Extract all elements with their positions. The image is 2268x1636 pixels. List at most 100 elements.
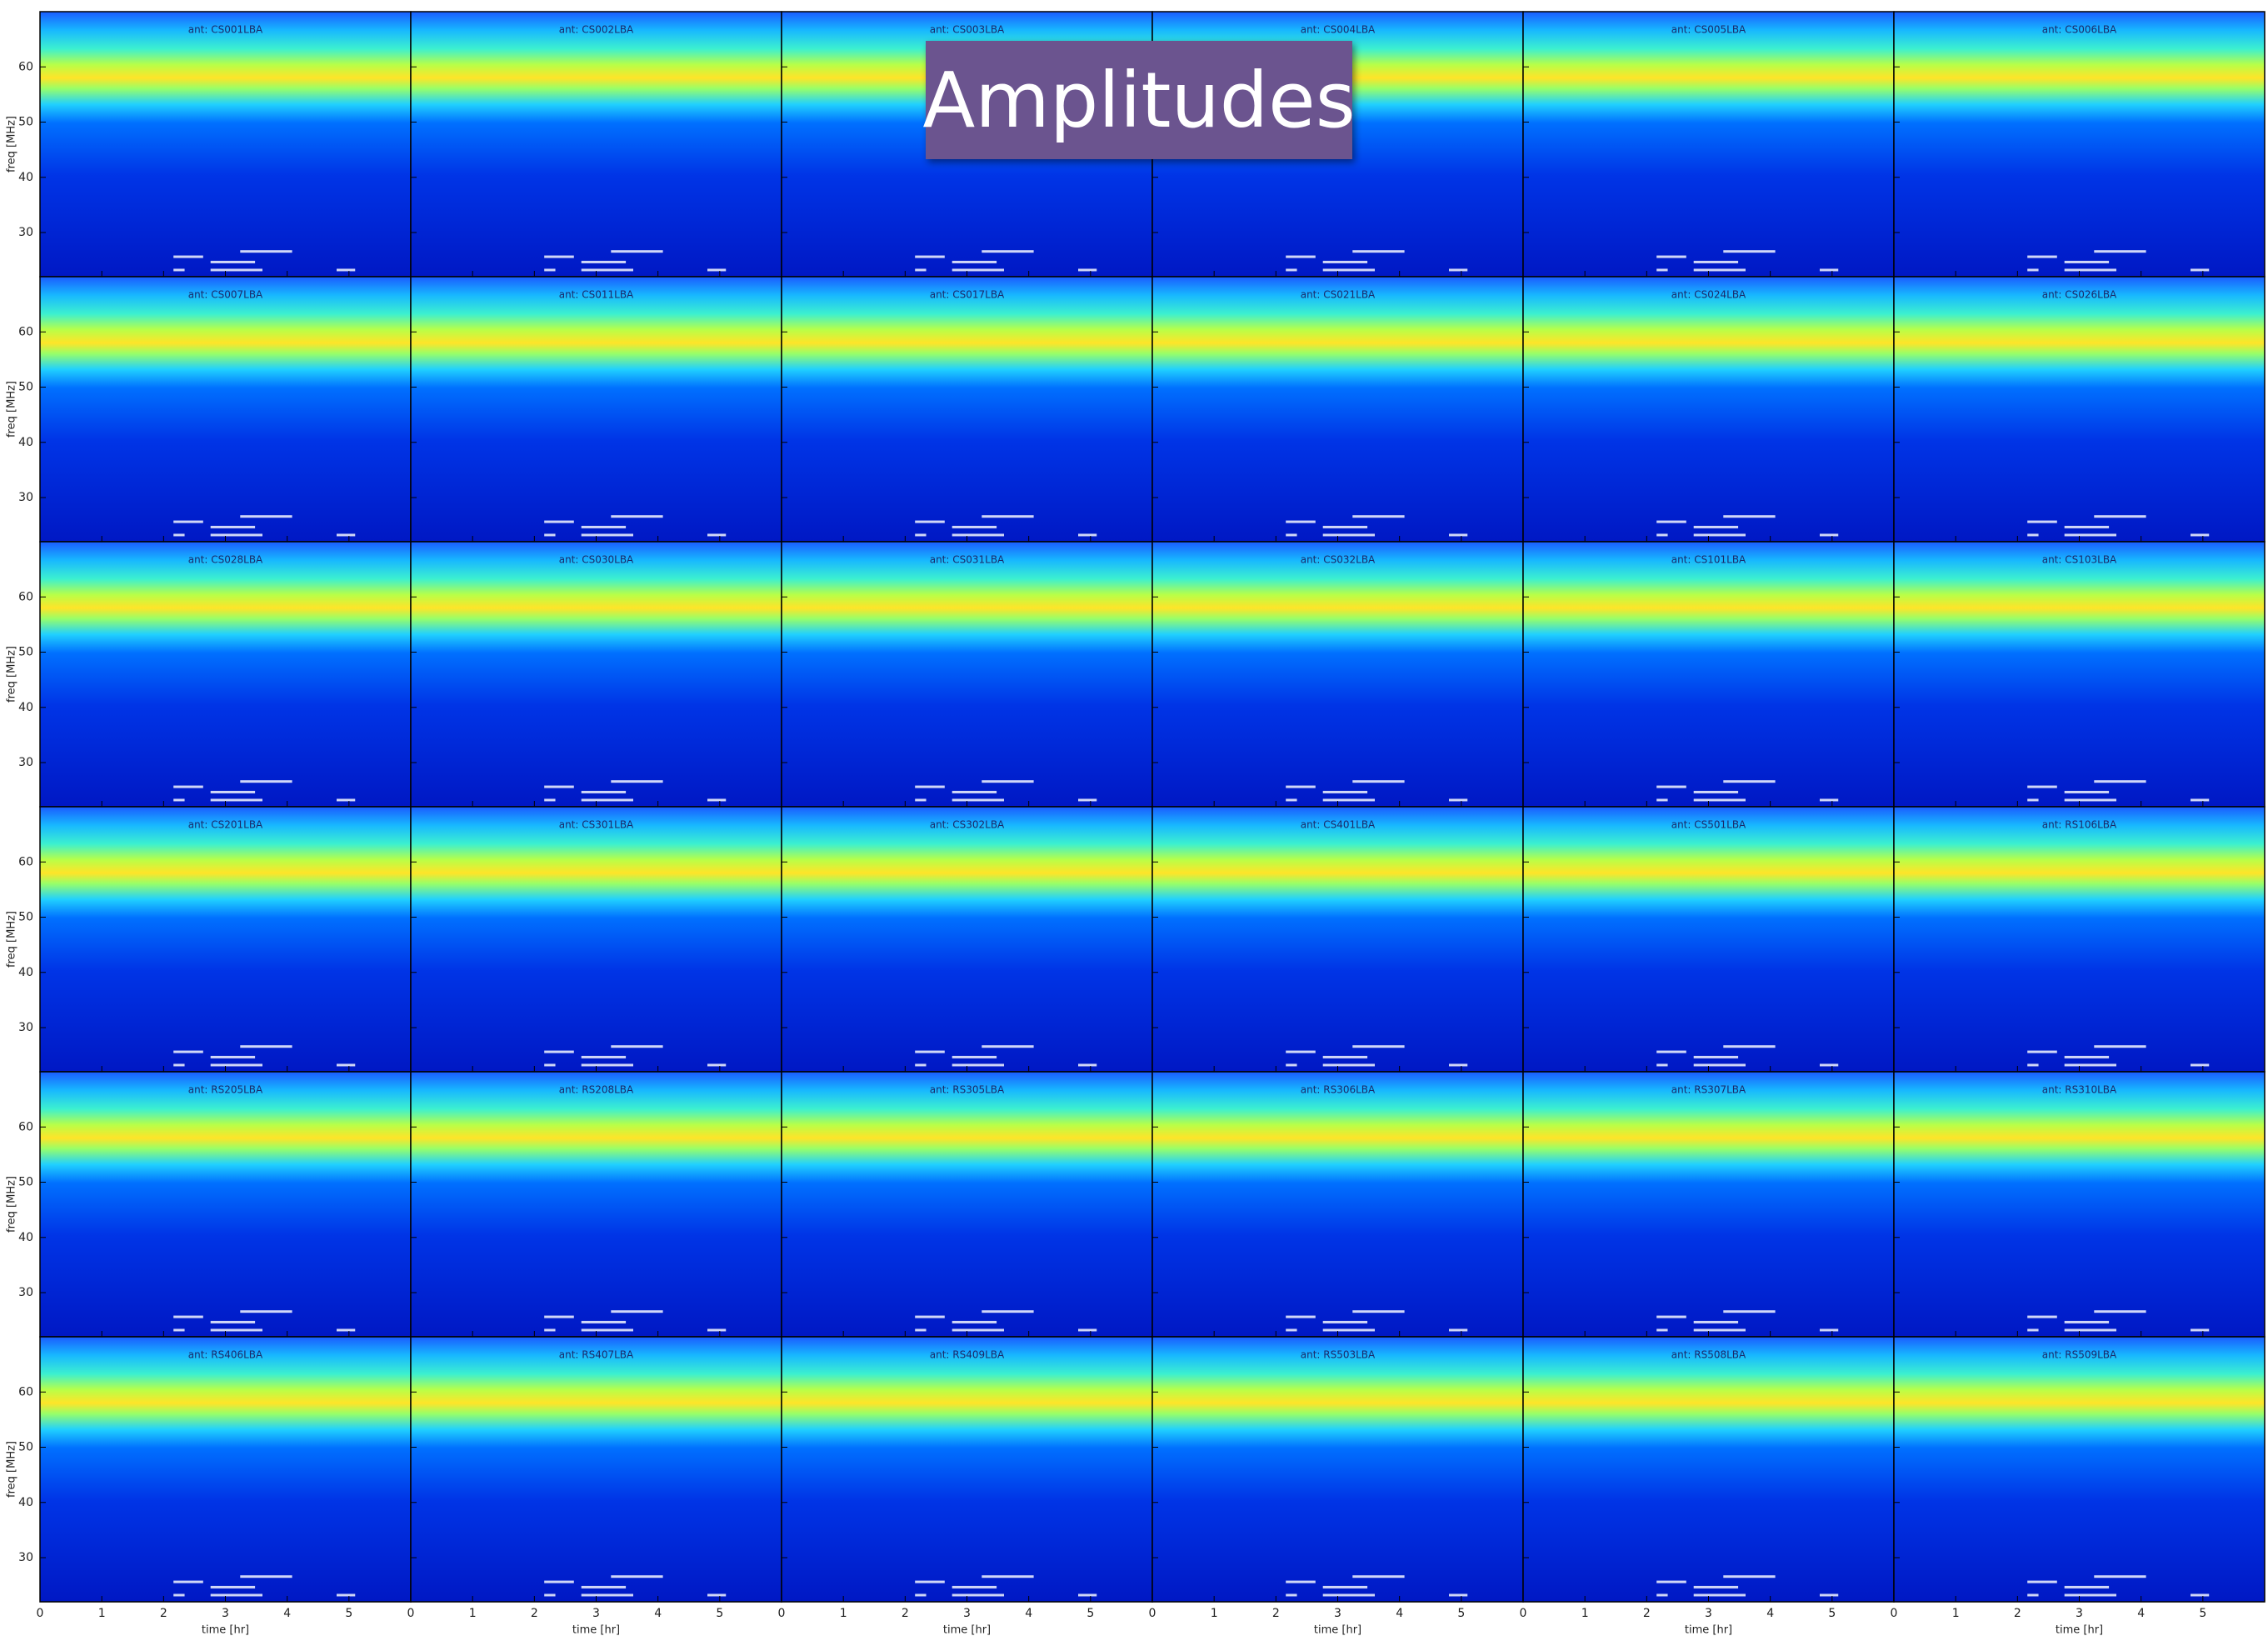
rfi-streak [707, 268, 727, 272]
rfi-streak [210, 1055, 256, 1058]
rfi-streak [952, 798, 1004, 802]
rfi-streak [915, 1063, 927, 1067]
rfi-streak [210, 268, 262, 272]
panel-title: ant: CS002LBA [559, 24, 634, 36]
rfi-streak [1723, 515, 1776, 518]
x-tick-label: 3 [1705, 1607, 1712, 1620]
rfi-streak [1322, 790, 1368, 793]
rfi-streak [952, 1320, 997, 1323]
rfi-streak [544, 255, 574, 258]
x-tick-label: 4 [283, 1607, 291, 1620]
panel-title: ant: CS005LBA [1671, 24, 1746, 36]
rfi-streak [2094, 780, 2146, 783]
y-tick-label: 40 [18, 436, 33, 449]
panel-title: ant: CS021LBA [1301, 289, 1376, 301]
rfi-streak [1322, 1063, 1375, 1067]
rfi-streak [544, 268, 556, 272]
y-axis-label: freq [MHz] [6, 116, 18, 173]
rfi-streak [1286, 255, 1316, 258]
rfi-streak [952, 1328, 1004, 1332]
x-tick-label: 0 [37, 1607, 44, 1620]
rfi-streak [952, 1063, 1004, 1067]
spectrogram-image [1152, 1337, 1523, 1602]
rfi-streak [2191, 1593, 2210, 1597]
panel-title: ant: CS301LBA [559, 819, 634, 831]
y-tick-label: 60 [18, 1385, 33, 1398]
rfi-streak [2027, 1063, 2039, 1067]
rfi-streak [952, 268, 1004, 272]
panel-title: ant: CS030LBA [559, 554, 634, 566]
x-tick-label: 4 [1025, 1607, 1032, 1620]
rfi-streak [982, 1310, 1034, 1313]
rfi-streak [1656, 1328, 1668, 1332]
rfi-streak [915, 1580, 945, 1583]
rfi-streak [1449, 1328, 1468, 1332]
spectrogram-image [40, 807, 411, 1072]
y-tick-label: 30 [18, 1551, 33, 1564]
rfi-streak [581, 260, 627, 263]
x-tick-label: 4 [1396, 1607, 1403, 1620]
rfi-streak [173, 1328, 185, 1332]
rfi-streak [2027, 1315, 2057, 1318]
slide-title: Amplitudes [922, 41, 1356, 159]
rfi-streak [581, 790, 627, 793]
rfi-streak [210, 1063, 262, 1067]
rfi-streak [2094, 250, 2146, 253]
spectrogram-image [1152, 807, 1523, 1072]
rfi-streak [173, 785, 203, 788]
x-tick-label: 0 [1149, 1607, 1156, 1620]
spectrogram-image [40, 12, 411, 277]
spectrogram-image [782, 1072, 1152, 1337]
rfi-streak [1286, 1063, 1297, 1067]
rfi-streak [210, 1328, 262, 1332]
rfi-streak [1322, 1328, 1375, 1332]
rfi-streak [2027, 1050, 2057, 1053]
x-tick-label: 5 [345, 1607, 352, 1620]
rfi-streak [210, 1320, 256, 1323]
rfi-streak [210, 790, 256, 793]
rfi-streak [1449, 268, 1468, 272]
x-tick-label: 2 [531, 1607, 538, 1620]
panel-title: ant: CS024LBA [1671, 289, 1746, 301]
rfi-streak [2094, 1045, 2146, 1048]
rfi-streak [1322, 1055, 1368, 1058]
x-axis-label: time [hr] [1314, 1624, 1361, 1636]
rfi-streak [2191, 1063, 2210, 1067]
rfi-streak [1322, 1585, 1368, 1588]
rfi-streak [1656, 1315, 1686, 1318]
rfi-streak [1723, 1045, 1776, 1048]
rfi-streak [915, 1050, 945, 1053]
spectrogram-image [1523, 1337, 1894, 1602]
y-tick-label: 50 [18, 646, 33, 659]
x-tick-label: 4 [1766, 1607, 1774, 1620]
rfi-streak [544, 1593, 556, 1597]
y-tick-label: 30 [18, 1286, 33, 1299]
y-tick-label: 60 [18, 590, 33, 603]
rfi-streak [544, 1050, 574, 1053]
panel-title: ant: CS501LBA [1671, 819, 1746, 831]
spectrogram-image [1523, 12, 1894, 277]
panel-title: ant: RS307LBA [1671, 1084, 1746, 1096]
rfi-streak [1322, 268, 1375, 272]
panel-title: ant: RS106LBA [2042, 819, 2117, 831]
rfi-streak [2027, 1328, 2039, 1332]
rfi-streak [581, 1063, 633, 1067]
rfi-streak [173, 520, 203, 523]
rfi-streak [544, 1315, 574, 1318]
rfi-streak [337, 798, 356, 802]
rfi-streak [173, 1593, 185, 1597]
y-tick-label: 40 [18, 1231, 33, 1244]
rfi-streak [581, 1585, 627, 1588]
rfi-streak [1352, 1575, 1405, 1578]
rfi-streak [1723, 780, 1776, 783]
rfi-streak [1693, 260, 1739, 263]
rfi-streak [2027, 268, 2039, 272]
rfi-streak [1693, 798, 1746, 802]
rfi-streak [240, 1575, 292, 1578]
rfi-streak [1693, 1593, 1746, 1597]
spectrogram-image [40, 1072, 411, 1337]
rfi-streak [952, 533, 1004, 537]
panel-title: ant: CS017LBA [930, 289, 1005, 301]
rfi-streak [2064, 533, 2116, 537]
panel-title: ant: RS406LBA [188, 1349, 263, 1361]
